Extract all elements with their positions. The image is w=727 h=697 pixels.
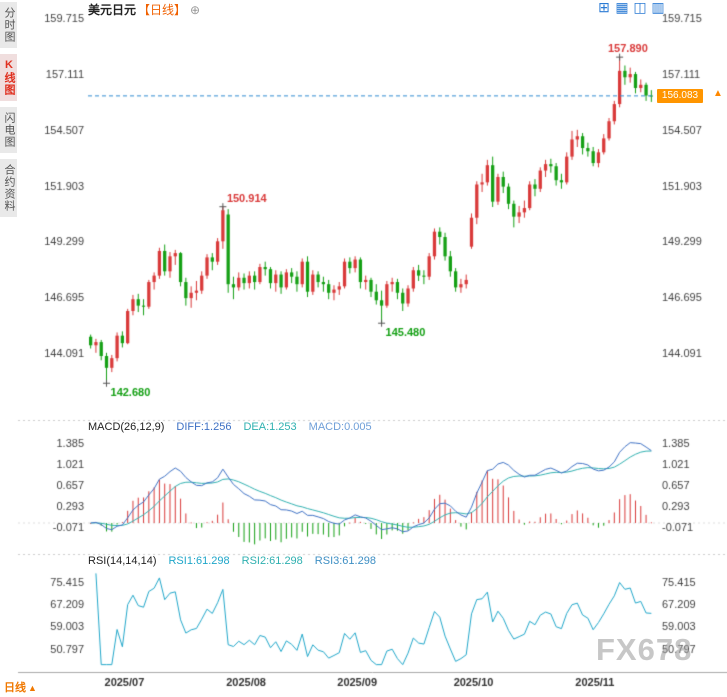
layout-grid-icon[interactable]: ⊞ (598, 0, 610, 15)
add-indicator-icon[interactable]: ⊕ (190, 2, 201, 17)
watermark: FX678 (596, 632, 693, 667)
layout-quad-icon[interactable]: ▦ (615, 0, 629, 15)
rsi1-value: RSI1:61.298 (168, 555, 230, 567)
chevron-up-icon: ▲ (28, 683, 37, 693)
macd-header: MACD(26,12,9) DIFF:1.256 DEA:1.253 MACD:… (88, 421, 372, 433)
symbol-title: 美元日元 (88, 3, 137, 17)
chart-type-sidebar: 分时图 K线图 闪电图 合约资料 (0, 2, 17, 217)
sidebar-item-kline-chart[interactable]: K线图 (0, 54, 17, 101)
timeframe-selector[interactable]: 日线 ▲ (4, 679, 37, 695)
layout-toolbar: ⊞ ▦ ◫ ▥ (597, 0, 665, 14)
chart-header: 美元日元 【日线】 ⊕ (88, 1, 200, 18)
layout-rows-icon[interactable]: ▥ (651, 0, 665, 15)
period-tag: 【日线】 (138, 3, 187, 17)
layout-split-icon[interactable]: ◫ (633, 0, 647, 15)
rsi-header: RSI(14,14,14) RSI1:61.298 RSI2:61.298 RS… (88, 555, 376, 567)
sidebar-item-lightning-chart[interactable]: 闪电图 (0, 107, 17, 153)
timeframe-label: 日线 (4, 682, 26, 694)
sidebar-item-time-chart[interactable]: 分时图 (0, 2, 17, 48)
sidebar-item-contract-info[interactable]: 合约资料 (0, 159, 17, 217)
macd-dea-value: DEA:1.253 (243, 421, 297, 433)
macd-hist-value: MACD:0.005 (308, 421, 372, 433)
macd-diff-value: DIFF:1.256 (176, 421, 232, 433)
rsi2-value: RSI2:61.298 (241, 555, 303, 567)
current-price-tag: 156.083 (657, 88, 703, 103)
rsi3-value: RSI3:61.298 (314, 555, 376, 567)
rsi-title: RSI(14,14,14) (88, 555, 157, 567)
price-marker-arrow[interactable]: ▲ (713, 87, 723, 99)
macd-title: MACD(26,12,9) (88, 421, 165, 433)
